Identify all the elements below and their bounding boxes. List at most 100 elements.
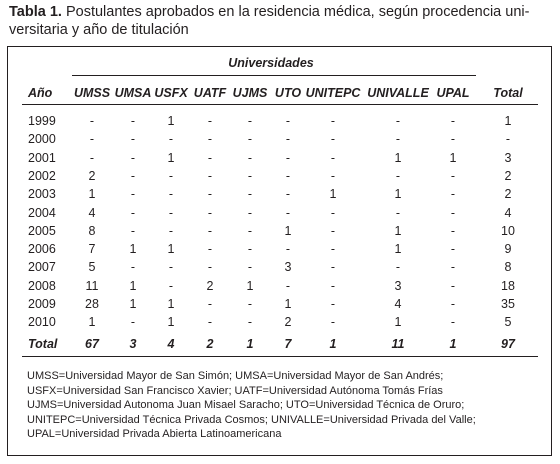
cell: 1 <box>88 315 96 330</box>
cell: 1 <box>329 187 337 202</box>
cell: - <box>247 297 253 311</box>
total-cell: 1 <box>246 337 254 351</box>
cell: - <box>285 114 291 128</box>
cell: - <box>450 205 456 220</box>
cell: - <box>130 260 136 275</box>
cell: 3 <box>504 150 512 165</box>
row-year: 2010 <box>28 315 56 330</box>
cell: - <box>330 205 336 220</box>
cell: - <box>89 132 95 147</box>
cell: 4 <box>88 205 96 220</box>
footnote: UNITEPC=Universidad Técnica Privada Cosm… <box>27 413 476 426</box>
cell: - <box>247 132 253 147</box>
cell: - <box>395 132 401 147</box>
cell: 1 <box>394 223 402 238</box>
row-year: 2004 <box>28 205 56 220</box>
cell: 1 <box>129 278 137 293</box>
cell: - <box>89 114 95 128</box>
cell: - <box>285 168 291 183</box>
cell: - <box>207 187 213 202</box>
cell: - <box>285 132 291 147</box>
cell: 9 <box>504 242 512 257</box>
total-cell: 4 <box>167 337 175 351</box>
cell: - <box>130 114 136 128</box>
cell: - <box>285 278 291 293</box>
title-text: versitaria y año de titulación <box>9 22 189 38</box>
cell: - <box>168 187 174 202</box>
cell: 1 <box>167 297 175 311</box>
cell: 4 <box>394 297 402 311</box>
cell: 1 <box>129 242 137 257</box>
total-cell: 1 <box>329 337 337 351</box>
cell: - <box>395 168 401 183</box>
cell: 2 <box>504 187 512 202</box>
cell: 7 <box>88 242 96 257</box>
cell: - <box>207 260 213 275</box>
footnote: UMSS=Universidad Mayor de San Simón; UMS… <box>27 370 444 382</box>
cell: 18 <box>501 278 515 293</box>
cell: 1 <box>394 187 402 202</box>
cell: - <box>450 114 456 128</box>
cell: - <box>247 187 253 202</box>
cell: - <box>330 297 336 311</box>
cell: - <box>130 168 136 183</box>
footnote: UPAL=Universidad Privada Abierta Latinoa… <box>27 428 282 441</box>
cell: - <box>168 278 174 293</box>
column-header: UNITEPC <box>305 86 361 100</box>
cell: - <box>450 315 456 330</box>
column-header: UATF <box>193 86 227 100</box>
total-label: Total <box>28 337 58 351</box>
cell: - <box>450 187 456 202</box>
row-year: 2008 <box>28 278 56 293</box>
cell: - <box>207 223 213 238</box>
cell: - <box>247 168 253 183</box>
cell: - <box>207 297 213 311</box>
title-label: Tabla 1. <box>9 4 62 20</box>
cell: 3 <box>394 278 402 293</box>
cell: 1 <box>246 278 254 293</box>
cell: 1 <box>167 315 175 330</box>
total-cell: 97 <box>501 337 515 351</box>
column-header: Total <box>493 86 523 100</box>
row-year: 2005 <box>28 223 56 238</box>
row-year: 2006 <box>28 242 56 257</box>
cell: - <box>450 132 456 147</box>
cell: - <box>330 260 336 275</box>
cell: - <box>450 297 456 311</box>
cell: - <box>450 242 456 257</box>
cell: 1 <box>394 315 402 330</box>
cell: 1 <box>167 114 175 128</box>
cell: 1 <box>449 150 457 165</box>
cell: 5 <box>504 315 512 330</box>
cell: - <box>247 150 253 165</box>
cell: 1 <box>129 297 137 311</box>
cell: 3 <box>284 260 292 275</box>
row-year: 2001 <box>28 150 56 165</box>
total-cell: 3 <box>129 337 137 351</box>
cell: 5 <box>88 260 96 275</box>
cell: 1 <box>284 297 292 311</box>
total-cell: 7 <box>284 337 292 351</box>
cell: - <box>285 187 291 202</box>
cell: - <box>330 278 336 293</box>
cell: 11 <box>85 278 99 293</box>
table-box <box>7 46 552 456</box>
cell: - <box>207 114 213 128</box>
cell: 1 <box>167 150 175 165</box>
cell: 2 <box>88 168 96 183</box>
cell: 4 <box>504 205 512 220</box>
cell: - <box>395 205 401 220</box>
cell: - <box>285 150 291 165</box>
cell: - <box>247 315 253 330</box>
column-header: UNIVALLE <box>367 86 429 100</box>
cell: 2 <box>206 278 214 293</box>
cell: - <box>285 205 291 220</box>
cell: - <box>330 150 336 165</box>
group-header: Universidades <box>228 56 314 70</box>
cell: - <box>207 168 213 183</box>
cell: - <box>450 223 456 238</box>
cell: - <box>168 168 174 183</box>
cell: 8 <box>504 260 512 275</box>
rule <box>22 104 538 105</box>
cell: - <box>247 114 253 128</box>
